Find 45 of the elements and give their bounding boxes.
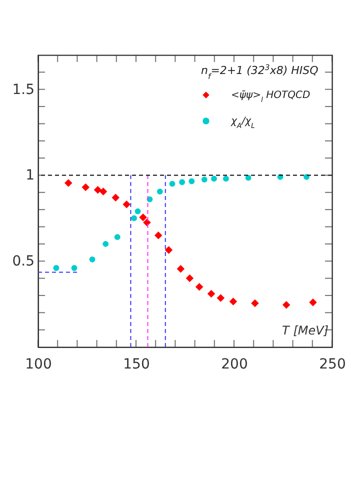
point: [251, 299, 259, 308]
point: [112, 194, 120, 202]
legend-title: n$_{f}$=2+1 (32$^{3}$x8) HISQ: [201, 62, 319, 80]
point: [195, 283, 204, 291]
point: [188, 178, 195, 184]
x-axis-title: T [MeV]: [282, 324, 329, 338]
point: [207, 290, 216, 298]
point: [99, 188, 108, 196]
point: [53, 265, 60, 271]
x-tick-label: 250: [319, 356, 346, 372]
point: [169, 180, 176, 187]
x-tick-label: 100: [25, 356, 52, 372]
point: [245, 174, 252, 181]
point: [201, 176, 208, 182]
point: [282, 301, 290, 309]
point: [154, 231, 162, 240]
point: [89, 256, 96, 262]
point: [176, 264, 185, 273]
point: [164, 246, 173, 254]
point: [122, 200, 130, 208]
x-tick-label: 150: [123, 356, 150, 372]
x-tick-label: 200: [221, 356, 248, 372]
point: [71, 265, 78, 271]
point: [309, 298, 317, 306]
point: [94, 186, 102, 194]
point: [64, 179, 72, 187]
point: [229, 298, 238, 306]
point: [216, 294, 225, 302]
point: [156, 188, 163, 195]
y-tick-label: 1.5: [12, 82, 34, 98]
point: [134, 208, 141, 214]
point: [114, 234, 120, 240]
point: [82, 183, 90, 192]
y-tick-label: 0.5: [12, 254, 34, 270]
legend-label: χ$_{A}$/χ$_{L}$: [230, 116, 256, 130]
y-tick-label: 1: [26, 168, 34, 184]
point: [139, 213, 147, 222]
point: [179, 179, 186, 186]
legend-label: <ψ̄ψ>$_{l}$ HOTQCD: [231, 90, 310, 104]
point: [102, 240, 109, 247]
point: [304, 174, 310, 180]
point: [211, 176, 217, 182]
point: [223, 176, 229, 182]
point: [131, 215, 137, 222]
point: [186, 274, 194, 282]
